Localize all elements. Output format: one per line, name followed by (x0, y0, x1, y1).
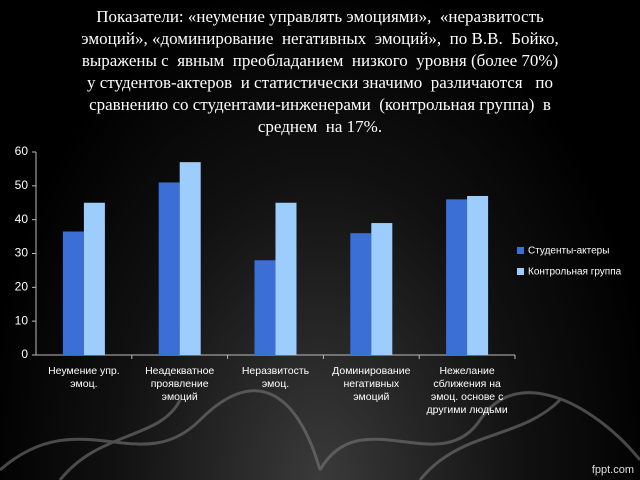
bar (371, 223, 393, 355)
y-tick-label: 0 (21, 347, 28, 361)
y-tick-label: 50 (15, 178, 29, 192)
title: Показатели: «неумение управлять эмоциями… (0, 6, 640, 138)
y-tick-label: 60 (15, 144, 29, 158)
title-line: сравнению со студентами-инженерами (конт… (89, 95, 551, 114)
watermark: fppt.com (591, 464, 634, 476)
legend-swatch (517, 268, 524, 275)
x-tick-label: Неумение упр. эмоц. (48, 365, 120, 390)
legend-label: Контрольная группа (528, 267, 622, 278)
bar (350, 233, 372, 355)
y-tick-label: 10 (15, 313, 29, 327)
bar (179, 162, 201, 355)
x-tick-label: Нежелание сближения на эмоц. основе с др… (426, 365, 508, 416)
title-line: Показатели: «неумение управлять эмоциями… (96, 7, 544, 26)
title-line: эмоций», «доминирование негативных эмоци… (81, 29, 559, 48)
x-tick-label: Доминирование негативных эмоций (332, 365, 411, 403)
x-tick-label: Неадекватное проявление эмоций (145, 365, 215, 403)
y-tick-label: 30 (15, 246, 29, 260)
bar (158, 182, 180, 355)
y-tick-label: 20 (15, 280, 29, 294)
bar (254, 260, 276, 355)
bar (83, 202, 105, 355)
title-line: выражены с явным преобладанием низкого у… (81, 51, 559, 70)
x-tick-label: Неразвитость эмоц. (241, 365, 310, 390)
legend-swatch (517, 247, 524, 254)
title-line: среднем на 17%. (257, 117, 383, 136)
bar (446, 199, 468, 355)
y-tick-label: 40 (15, 212, 29, 226)
title-line: у студентов-актеров и статистически знач… (87, 73, 553, 92)
legend-label: Студенты-актеры (528, 246, 609, 257)
bar (275, 202, 297, 355)
bar (467, 195, 489, 355)
bar (62, 231, 84, 355)
